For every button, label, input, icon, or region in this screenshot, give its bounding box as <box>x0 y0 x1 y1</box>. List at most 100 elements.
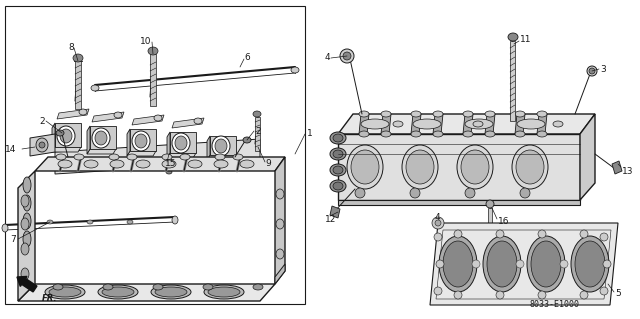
Bar <box>510 41 515 121</box>
Circle shape <box>435 220 441 226</box>
Ellipse shape <box>508 33 518 41</box>
Circle shape <box>589 68 595 74</box>
Circle shape <box>516 260 524 268</box>
Text: 7: 7 <box>10 234 16 243</box>
Ellipse shape <box>98 285 138 299</box>
Text: 16: 16 <box>498 217 509 226</box>
Ellipse shape <box>330 148 346 160</box>
Polygon shape <box>537 114 547 134</box>
Ellipse shape <box>132 131 150 151</box>
Text: 11: 11 <box>520 34 531 43</box>
Polygon shape <box>55 123 81 147</box>
Ellipse shape <box>127 220 133 224</box>
Ellipse shape <box>291 67 299 73</box>
Ellipse shape <box>402 145 438 189</box>
Circle shape <box>486 200 494 208</box>
Ellipse shape <box>553 121 563 127</box>
Ellipse shape <box>433 111 443 117</box>
Ellipse shape <box>162 154 172 160</box>
Polygon shape <box>359 114 369 134</box>
Ellipse shape <box>359 111 369 117</box>
Ellipse shape <box>443 241 473 287</box>
Text: 10: 10 <box>140 36 152 46</box>
Circle shape <box>520 188 530 198</box>
Polygon shape <box>57 109 89 119</box>
Ellipse shape <box>253 111 261 117</box>
Ellipse shape <box>333 166 343 174</box>
Polygon shape <box>515 114 525 134</box>
Ellipse shape <box>21 268 29 280</box>
Ellipse shape <box>243 137 251 143</box>
Ellipse shape <box>73 54 83 62</box>
Polygon shape <box>55 139 260 174</box>
Polygon shape <box>130 129 156 151</box>
Bar <box>5 6 305 304</box>
Circle shape <box>39 142 45 148</box>
Ellipse shape <box>95 131 107 145</box>
Ellipse shape <box>204 285 244 299</box>
Ellipse shape <box>485 111 495 117</box>
Circle shape <box>600 233 608 241</box>
Text: 1: 1 <box>307 130 313 138</box>
Ellipse shape <box>114 112 122 118</box>
Ellipse shape <box>36 138 48 152</box>
Ellipse shape <box>203 284 213 290</box>
Ellipse shape <box>84 160 98 168</box>
Text: FR.: FR. <box>42 294 58 303</box>
Text: 4: 4 <box>324 53 330 62</box>
Text: 14: 14 <box>5 145 17 153</box>
Ellipse shape <box>473 121 483 127</box>
Ellipse shape <box>127 154 137 160</box>
Ellipse shape <box>151 285 191 299</box>
Text: 6: 6 <box>244 53 250 62</box>
Ellipse shape <box>487 241 517 287</box>
Ellipse shape <box>347 145 383 189</box>
Ellipse shape <box>461 150 489 184</box>
Text: 5: 5 <box>615 290 621 299</box>
Circle shape <box>587 66 597 76</box>
Circle shape <box>432 217 444 229</box>
Ellipse shape <box>23 177 31 193</box>
Bar <box>150 54 156 106</box>
Ellipse shape <box>23 195 31 211</box>
Polygon shape <box>485 114 495 134</box>
Ellipse shape <box>110 160 124 168</box>
Circle shape <box>560 260 568 268</box>
Polygon shape <box>87 149 116 154</box>
Polygon shape <box>411 114 421 134</box>
Ellipse shape <box>102 287 134 297</box>
Ellipse shape <box>166 170 172 174</box>
Text: 8033-E1000: 8033-E1000 <box>530 300 580 309</box>
Circle shape <box>340 49 354 63</box>
Ellipse shape <box>463 131 473 137</box>
Circle shape <box>436 260 444 268</box>
Ellipse shape <box>253 284 263 290</box>
Ellipse shape <box>333 182 343 190</box>
Ellipse shape <box>515 111 525 117</box>
Polygon shape <box>207 136 210 160</box>
Circle shape <box>454 230 462 238</box>
Ellipse shape <box>215 139 227 153</box>
Ellipse shape <box>276 249 284 259</box>
Circle shape <box>580 291 588 299</box>
Polygon shape <box>463 114 473 134</box>
Circle shape <box>603 260 611 268</box>
Ellipse shape <box>214 160 228 168</box>
Ellipse shape <box>74 154 84 160</box>
Ellipse shape <box>21 195 29 207</box>
Polygon shape <box>338 114 595 134</box>
Text: 2: 2 <box>255 127 260 136</box>
Circle shape <box>434 287 442 295</box>
Polygon shape <box>127 129 130 156</box>
Text: 8: 8 <box>68 42 74 51</box>
Ellipse shape <box>23 231 31 247</box>
Polygon shape <box>338 134 580 200</box>
Ellipse shape <box>162 160 176 168</box>
Circle shape <box>355 188 365 198</box>
Ellipse shape <box>463 111 473 117</box>
Ellipse shape <box>485 131 495 137</box>
Polygon shape <box>207 155 236 160</box>
Circle shape <box>465 188 475 198</box>
Bar <box>75 61 81 109</box>
Ellipse shape <box>240 160 254 168</box>
